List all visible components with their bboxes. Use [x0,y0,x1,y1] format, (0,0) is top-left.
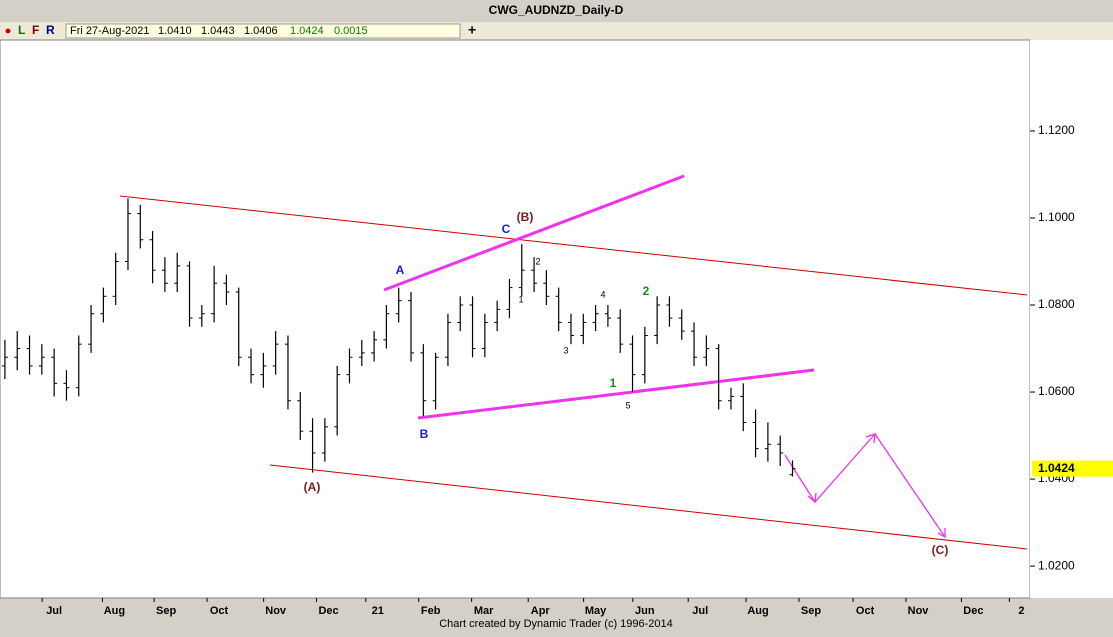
info-high: 1.0443 [201,25,235,37]
wave-label: (B) [517,210,534,224]
info-box [65,23,461,39]
x-tick-label: Mar [474,605,494,617]
x-tick-label: Apr [531,605,551,617]
info-low: 1.0406 [244,25,278,37]
x-tick-label: Jul [46,605,62,617]
info-close: 1.0424 [290,25,324,37]
last-price-box [1032,460,1113,477]
last-price-label: 1.0424 [1038,461,1075,475]
y-tick-label: 1.0600 [1038,384,1075,398]
x-tick-label: Oct [210,605,229,617]
wave-label: 1 [610,376,617,390]
x-tick-label: May [585,605,607,617]
trend-line [417,368,815,420]
drawings: (A) (B) (C) A B C 1 2 3 4 5 1 2 [119,174,1028,557]
button-r[interactable]: R [46,23,55,37]
wave-label: 2 [535,256,540,266]
wave-label: C [502,222,511,236]
y-tick-label: 1.1000 [1038,210,1075,224]
wave-label: 3 [563,345,568,355]
wave-label: 1 [518,294,523,304]
chart-title: CWG_AUDNZD_Daily-D [489,3,624,17]
x-tick-label: Sep [801,605,821,617]
arrowhead [937,528,946,539]
channel-lower [269,464,1028,550]
x-tick-label: Sep [156,605,176,617]
x-tick-label: 2 [1018,605,1024,617]
status-dot [5,28,11,34]
x-tick-label: Jun [635,605,655,617]
x-tick-label: Nov [908,605,930,617]
button-l[interactable]: L [18,23,25,37]
info-open: 1.0410 [158,25,192,37]
price-axis [1030,40,1113,598]
info-change: 0.0015 [334,25,368,37]
info-date: Fri 27-Aug-2021 [70,25,150,37]
x-tick-label: Aug [747,605,768,617]
x-tick-label: Oct [856,605,875,617]
plot-area [0,39,1031,599]
trend-line [383,174,685,292]
x-tick-label: Dec [318,605,338,617]
x-tick-label: 21 [372,605,384,617]
wave-label: 2 [643,284,650,298]
x-tick-label: Aug [104,605,125,617]
wave-label: (A) [304,480,321,494]
wave-label: (C) [932,543,949,557]
wave-label: B [420,427,429,441]
channel-upper [119,195,1028,296]
x-tick-label: Feb [421,605,441,617]
arrowhead [807,492,817,504]
y-tick-label: 1.1200 [1038,123,1075,137]
button-f[interactable]: F [32,23,39,37]
x-tick-label: Nov [265,605,287,617]
y-tick-label: 1.0800 [1038,297,1075,311]
y-tick-label: 1.0200 [1038,558,1075,572]
footer: Chart created by Dynamic Trader (c) 1996… [439,618,673,630]
x-tick-label: Jul [692,605,708,617]
arrowhead [865,433,876,444]
wave-label: 4 [600,289,605,299]
add-button[interactable]: + [468,22,476,38]
x-tick-label: Dec [963,605,983,617]
projection [784,432,946,538]
wave-label: A [396,263,405,277]
wave-label: 5 [625,400,630,410]
